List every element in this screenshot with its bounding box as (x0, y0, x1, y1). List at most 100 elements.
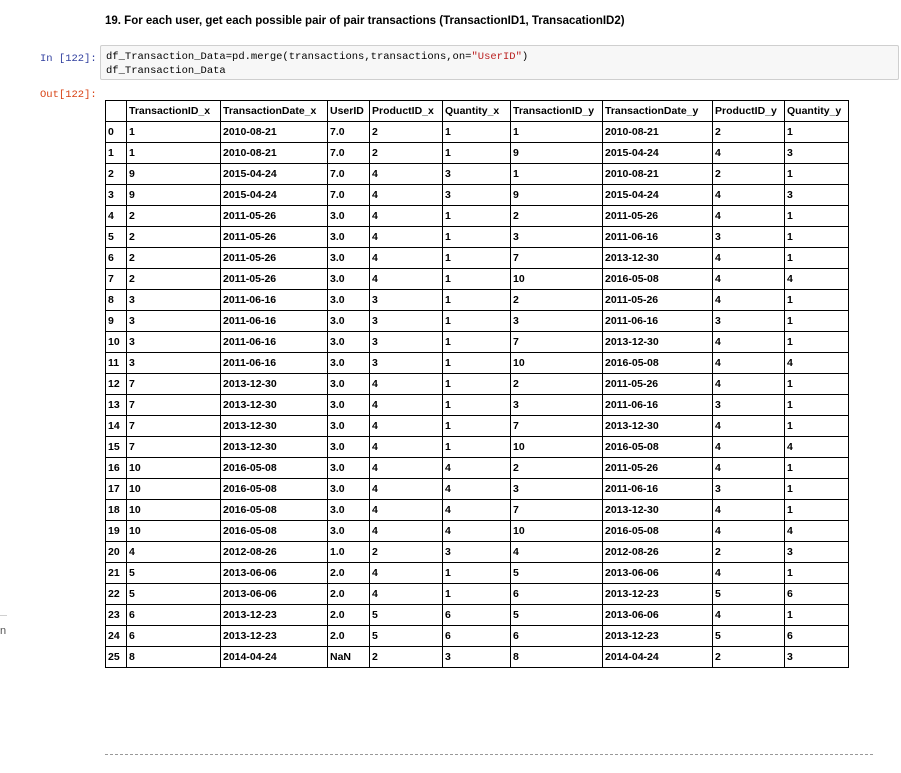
table-cell: 2013-06-06 (220, 562, 328, 584)
table-cell: 2013-12-30 (220, 436, 328, 458)
row-index: 6 (105, 247, 127, 269)
table-cell: 2013-12-23 (220, 625, 328, 647)
table-row: 22 5 2013-06-06 2.0 4 1 6 2013-12-23 5 6 (105, 583, 849, 605)
table-cell: 6 (784, 625, 849, 647)
table-cell: 2015-04-24 (602, 184, 713, 206)
column-header: UserID (327, 100, 370, 122)
table-cell: 2011-05-26 (220, 226, 328, 248)
table-cell: 2 (126, 247, 221, 269)
row-index: 19 (105, 520, 127, 542)
table-cell: 3 (510, 310, 603, 332)
table-cell: 1 (442, 247, 511, 269)
table-cell: 1 (784, 310, 849, 332)
table-cell: 1 (442, 352, 511, 374)
table-cell: 1.0 (327, 541, 370, 563)
left-edge-fragment: n (0, 615, 7, 637)
row-index: 3 (105, 184, 127, 206)
table-cell: 9 (126, 184, 221, 206)
table-cell: 4 (442, 478, 511, 500)
row-index: 9 (105, 310, 127, 332)
code-string-literal: "UserID" (471, 51, 522, 63)
row-index: 12 (105, 373, 127, 395)
table-cell: 1 (442, 289, 511, 311)
table-row: 13 7 2013-12-30 3.0 4 1 3 2011-06-16 3 1 (105, 394, 849, 416)
table-cell: 10 (126, 478, 221, 500)
table-row: 3 9 2015-04-24 7.0 4 3 9 2015-04-24 4 3 (105, 184, 849, 206)
table-cell: 1 (510, 163, 603, 185)
table-cell: 3 (784, 646, 849, 668)
table-cell: 4 (712, 331, 785, 353)
table-cell: 1 (442, 394, 511, 416)
table-cell: 2016-05-08 (602, 352, 713, 374)
table-cell: 2015-04-24 (220, 163, 328, 185)
table-cell: 3 (369, 331, 443, 353)
table-cell: 1 (442, 583, 511, 605)
table-cell: 2016-05-08 (220, 478, 328, 500)
table-cell: 1 (784, 373, 849, 395)
table-cell: 4 (784, 436, 849, 458)
table-cell: 4 (369, 247, 443, 269)
table-cell: 2 (510, 373, 603, 395)
table-cell: 2011-05-26 (602, 205, 713, 227)
table-cell: 1 (510, 121, 603, 143)
table-cell: 6 (442, 604, 511, 626)
table-cell: 4 (369, 184, 443, 206)
table-cell: 5 (126, 583, 221, 605)
table-cell: 5 (369, 625, 443, 647)
column-header: TransactionID_y (510, 100, 603, 122)
table-cell: 3.0 (327, 226, 370, 248)
row-index: 16 (105, 457, 127, 479)
table-row: 12 7 2013-12-30 3.0 4 1 2 2011-05-26 4 1 (105, 373, 849, 395)
row-index: 20 (105, 541, 127, 563)
row-index: 0 (105, 121, 127, 143)
table-cell: 2013-12-30 (220, 373, 328, 395)
table-cell: 3.0 (327, 205, 370, 227)
table-cell: 3.0 (327, 478, 370, 500)
table-cell: 7.0 (327, 121, 370, 143)
table-cell: 1 (784, 562, 849, 584)
table-cell: 3 (784, 142, 849, 164)
table-cell: 7 (126, 373, 221, 395)
table-cell: 1 (784, 247, 849, 269)
code-cell-input[interactable]: df_Transaction_Data=pd.merge(transaction… (100, 45, 899, 80)
column-header: Quantity_y (784, 100, 849, 122)
table-cell: 2011-06-16 (602, 394, 713, 416)
table-cell: 10 (510, 520, 603, 542)
table-cell: 3 (442, 184, 511, 206)
table-cell: 9 (126, 163, 221, 185)
column-header: ProductID_x (369, 100, 443, 122)
row-index: 11 (105, 352, 127, 374)
table-cell: 3 (784, 541, 849, 563)
table-row: 10 3 2011-06-16 3.0 3 1 7 2013-12-30 4 1 (105, 331, 849, 353)
table-cell: 4 (712, 184, 785, 206)
table-cell: 3.0 (327, 436, 370, 458)
column-header: TransactionDate_y (602, 100, 713, 122)
table-cell: 4 (712, 352, 785, 374)
table-cell: 2014-04-24 (602, 646, 713, 668)
table-cell: 2 (369, 121, 443, 143)
table-cell: 4 (369, 520, 443, 542)
table-cell: 3 (369, 352, 443, 374)
table-cell: 4 (712, 373, 785, 395)
table-cell: 2.0 (327, 604, 370, 626)
table-cell: 2011-06-16 (602, 478, 713, 500)
table-cell: 7 (510, 415, 603, 437)
table-row: 2 9 2015-04-24 7.0 4 3 1 2010-08-21 2 1 (105, 163, 849, 185)
table-cell: 7 (126, 415, 221, 437)
table-row: 11 3 2011-06-16 3.0 3 1 10 2016-05-08 4 4 (105, 352, 849, 374)
table-cell: 2.0 (327, 583, 370, 605)
table-cell: 2013-12-23 (602, 625, 713, 647)
table-row: 21 5 2013-06-06 2.0 4 1 5 2013-06-06 4 1 (105, 562, 849, 584)
table-cell: 2011-06-16 (602, 310, 713, 332)
table-cell: 7.0 (327, 163, 370, 185)
table-cell: 2011-05-26 (602, 457, 713, 479)
table-cell: 5 (369, 604, 443, 626)
table-cell: 1 (442, 226, 511, 248)
table-cell: 3 (442, 541, 511, 563)
table-cell: 1 (442, 142, 511, 164)
table-row: 1 1 2010-08-21 7.0 2 1 9 2015-04-24 4 3 (105, 142, 849, 164)
table-cell: 6 (510, 583, 603, 605)
table-cell: 1 (442, 121, 511, 143)
table-cell: 3.0 (327, 331, 370, 353)
table-row: 7 2 2011-05-26 3.0 4 1 10 2016-05-08 4 4 (105, 268, 849, 290)
